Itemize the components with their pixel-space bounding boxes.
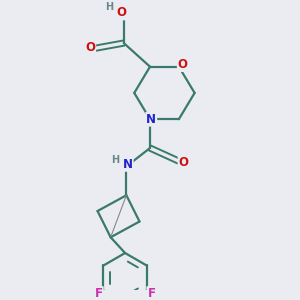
Text: F: F xyxy=(147,287,155,300)
Text: N: N xyxy=(123,158,133,171)
Text: H: H xyxy=(105,2,113,12)
Text: O: O xyxy=(178,58,188,71)
Text: H: H xyxy=(111,155,119,165)
Text: O: O xyxy=(116,6,126,20)
Text: O: O xyxy=(178,156,189,169)
Text: O: O xyxy=(85,40,95,53)
Text: F: F xyxy=(95,287,103,300)
Text: N: N xyxy=(146,113,156,126)
